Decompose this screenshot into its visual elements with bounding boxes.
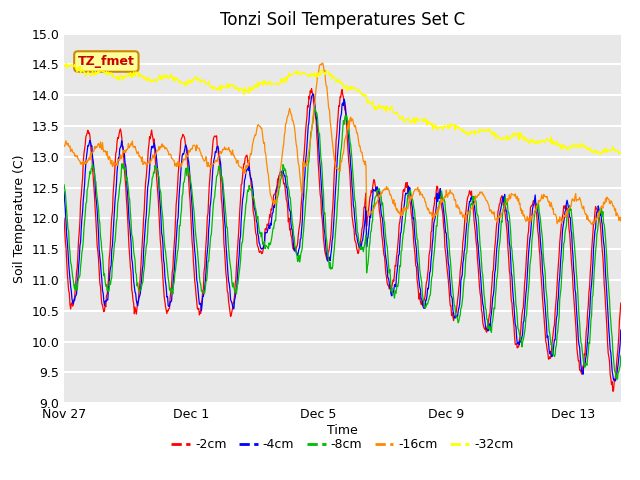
Text: TZ_fmet: TZ_fmet — [78, 55, 135, 68]
Y-axis label: Soil Temperature (C): Soil Temperature (C) — [13, 154, 26, 283]
Legend: -2cm, -4cm, -8cm, -16cm, -32cm: -2cm, -4cm, -8cm, -16cm, -32cm — [166, 433, 518, 456]
X-axis label: Time: Time — [327, 424, 358, 437]
Title: Tonzi Soil Temperatures Set C: Tonzi Soil Temperatures Set C — [220, 11, 465, 29]
